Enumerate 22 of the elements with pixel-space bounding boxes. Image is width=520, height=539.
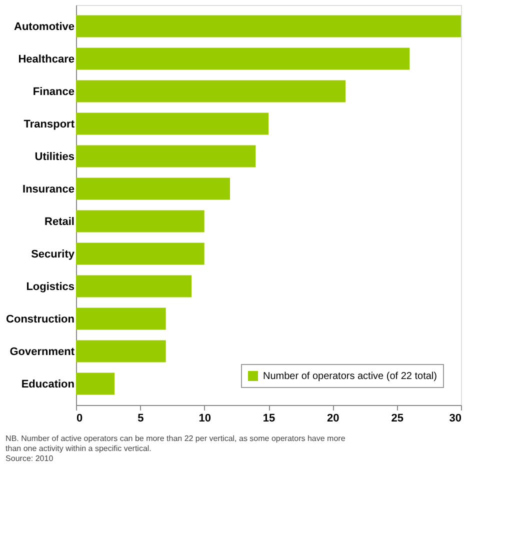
- y-tick-label: Transport: [24, 118, 75, 130]
- x-tick-label: 10: [198, 412, 211, 424]
- y-tick-label: Education: [21, 378, 75, 390]
- x-tick-label: 20: [327, 412, 340, 424]
- y-tick-label: Government: [10, 346, 75, 358]
- y-tick-label: Construction: [6, 313, 75, 326]
- x-tick-label: 25: [391, 412, 404, 424]
- y-tick-label: Healthcare: [18, 53, 74, 66]
- x-tick-label: 0: [76, 412, 83, 424]
- legend-label: Number of operators active (of 22 total): [263, 371, 437, 382]
- y-tick-label: Finance: [32, 86, 74, 98]
- y-tick-label: Insurance: [22, 183, 74, 196]
- y-tick-label: Automotive: [14, 20, 74, 33]
- x-tick-label: 5: [138, 412, 144, 424]
- y-tick-label: Utilities: [34, 150, 74, 163]
- y-tick-label: Security: [31, 248, 76, 260]
- y-tick-label: Logistics: [26, 280, 74, 293]
- y-tick-label: Retail: [44, 216, 74, 228]
- x-tick-label: 15: [262, 412, 276, 424]
- source-note: Source: 2010: [6, 454, 54, 463]
- x-tick-label: 30: [449, 412, 462, 424]
- text: NB. Number of active operators can be more than 22 per vertical, as some operators have more than one activity within a specific vertical.: [6, 434, 346, 453]
